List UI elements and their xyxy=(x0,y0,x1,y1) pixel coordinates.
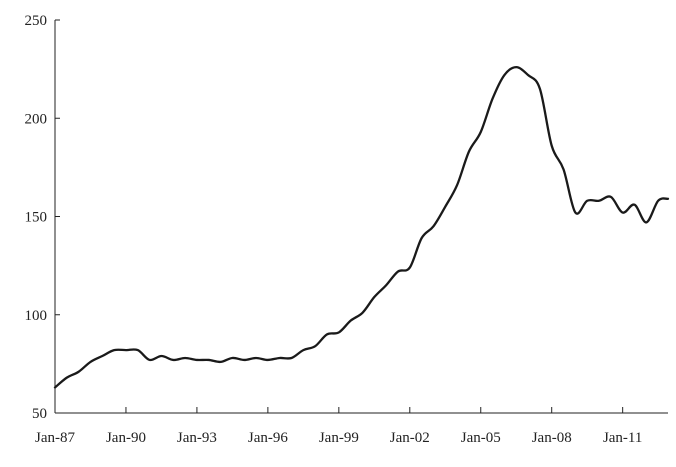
x-tick-label: Jan-11 xyxy=(603,430,642,446)
x-tick-label: Jan-93 xyxy=(177,430,217,446)
x-axis-ticks: Jan-87 Jan-90 Jan-93 Jan-96 Jan-99 Jan-02 Jan-… xyxy=(35,407,642,446)
x-tick-label: Jan-02 xyxy=(390,430,430,446)
y-tick-label: 150 xyxy=(25,210,48,226)
y-tick-label: 200 xyxy=(25,111,48,127)
x-tick-label: Jan-90 xyxy=(106,430,146,446)
y-axis-ticks: 50 100 150 200 250 xyxy=(25,13,60,422)
y-tick-label: 50 xyxy=(32,406,47,422)
chart-axes xyxy=(54,20,668,414)
x-tick-label: Jan-99 xyxy=(319,430,359,446)
series-line xyxy=(53,66,670,389)
x-tick-label: Jan-08 xyxy=(532,430,572,446)
x-tick-label: Jan-96 xyxy=(248,430,288,446)
x-tick-label: Jan-87 xyxy=(35,430,75,446)
y-tick-label: 250 xyxy=(25,13,48,29)
y-tick-label: 100 xyxy=(25,308,48,324)
x-tick-label: Jan-05 xyxy=(461,430,501,446)
